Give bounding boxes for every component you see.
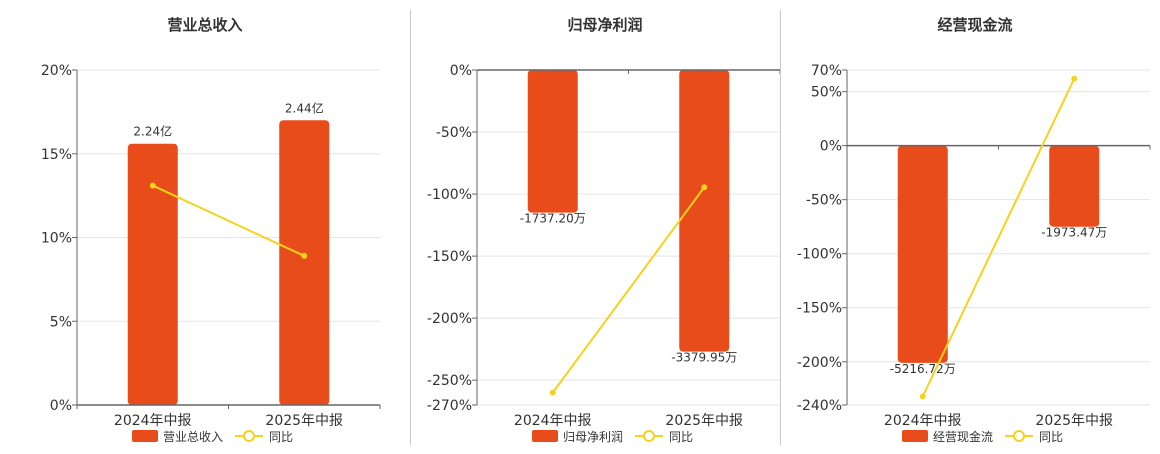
bar-value-label: -1973.47万 [1041,226,1107,240]
chart-svg: 0% -50% -100% -150% -200% -250% -270% -1737.20万… [427,63,781,444]
chart-svg: 0% 5% 10% 15% 20% 2.24亿 2.44亿 2024年中报 2025年中报营业总… [41,63,381,444]
x-tick-label: 2025年中报 [265,413,343,429]
y-tick-label: 0% [820,139,842,155]
yoy-point [301,252,308,259]
bar-value-label: -3379.95万 [671,351,737,365]
y-tick-label: 70% [811,63,842,79]
bar-value-label: -1737.20万 [520,212,586,226]
y-tick-label: -50% [436,125,472,141]
y-tick-label: -200% [427,311,472,327]
y-tick-label: -240% [797,398,842,414]
y-tick-label: 15% [41,147,72,163]
legend-line-label: 同比 [1039,430,1063,444]
bar-value-label: 2.24亿 [133,124,172,139]
y-tick-label: -150% [797,301,842,317]
legend-line-marker [643,430,655,442]
y-tick-label: -150% [427,249,472,265]
y-tick-label: 5% [50,314,72,330]
chart-panel-revenue: 营业总收入 0% 5% 10% 15% 20% 2.24亿 2.44亿 2024年中报 2025… [20,0,390,450]
yoy-line [152,184,305,257]
y-tick-label: 0% [450,63,472,79]
legend-line-label: 同比 [269,430,293,444]
legend-bar-swatch [532,430,558,442]
y-tick-label: -270% [427,398,472,414]
x-tick-label: 2025年中报 [665,413,743,429]
bar [897,145,948,363]
y-tick-label: -50% [806,193,842,209]
yoy-point [149,182,156,189]
y-tick-label: 50% [811,85,842,101]
bar [527,70,578,213]
bar [127,143,178,405]
x-tick-label: 2024年中报 [514,413,592,429]
legend-line-marker [1013,430,1025,442]
yoy-point [1071,75,1078,82]
legend-line-label: 同比 [669,430,693,444]
y-tick-label: 0% [50,398,72,414]
y-tick-label: -100% [427,187,472,203]
x-tick-label: 2025年中报 [1035,413,1113,429]
y-tick-label: -200% [797,355,842,371]
chart-title: 营业总收入 [167,16,243,34]
bar [679,70,730,352]
legend-bar-swatch [132,430,158,442]
chart-panel-net-profit: 归母净利润 0% -50% -100% -150% -200% -250% -270% -17… [420,0,790,450]
yoy-line [921,78,1076,397]
yoy-point [701,184,708,191]
legend-bar-label: 经营现金流 [933,429,993,444]
chart-panel-operating-cashflow: 经营现金流 70% 50% 0% -50% -100% -150% -200% -240% -5… [790,0,1160,450]
bar-value-label: 2.44亿 [285,100,324,115]
y-tick-label: 20% [41,63,72,79]
yoy-line [551,186,706,394]
chart-title: 归母净利润 [567,16,643,34]
panel-divider [410,10,411,445]
bar-value-label: -5216.72万 [890,362,956,376]
bar [279,120,330,405]
yoy-point [919,393,926,400]
legend-bar-swatch [902,430,928,442]
y-tick-label: 10% [41,231,72,247]
x-tick-label: 2024年中报 [884,413,962,429]
chart-svg: 70% 50% 0% -50% -100% -150% -200% -240% -5216.72… [797,63,1151,444]
x-tick-label: 2024年中报 [114,413,192,429]
chart-title: 经营现金流 [937,16,1013,34]
legend-line-marker [243,430,255,442]
legend-bar-label: 营业总收入 [163,430,223,444]
legend-bar-label: 归母净利润 [563,430,623,444]
yoy-point [549,389,556,396]
panel-divider [780,10,781,445]
y-tick-label: -250% [427,373,472,389]
bar [1049,145,1100,227]
y-tick-label: -100% [797,247,842,263]
